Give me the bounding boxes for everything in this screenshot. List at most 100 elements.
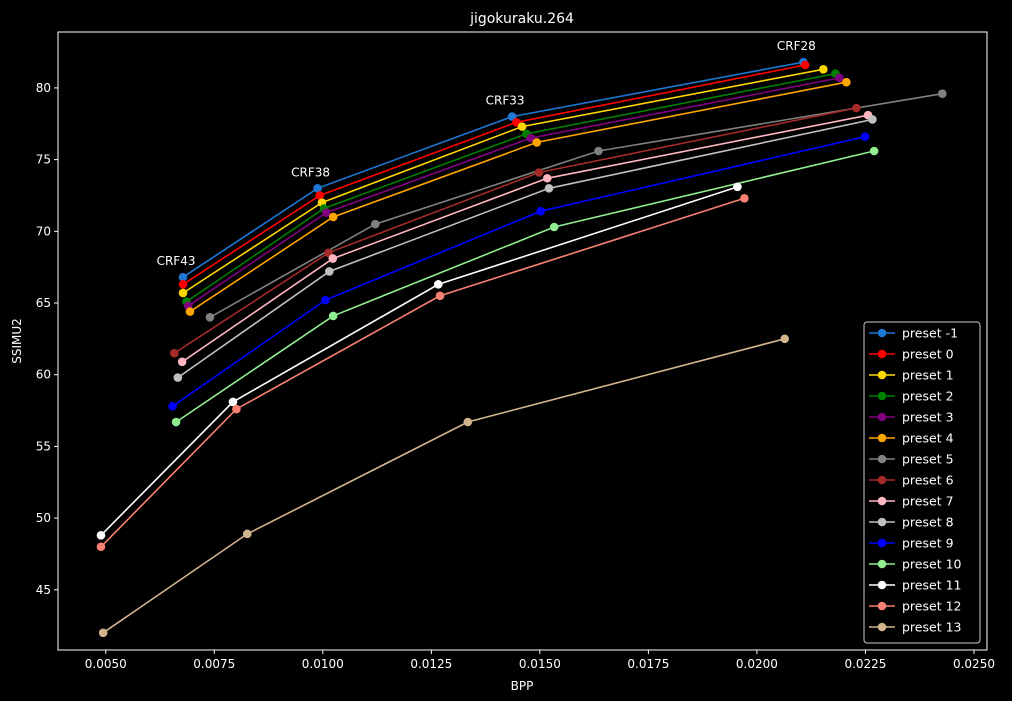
series-point <box>170 348 179 358</box>
series-line <box>187 77 840 307</box>
legend-label: preset 5 <box>902 452 954 467</box>
series-point <box>173 373 183 382</box>
legend-label: preset 3 <box>902 410 954 425</box>
legend-label: preset 12 <box>902 599 961 614</box>
legend-marker <box>877 475 887 485</box>
series-point <box>96 530 106 540</box>
series-point <box>96 542 106 552</box>
series-point <box>178 280 188 289</box>
series-preset10 <box>171 146 879 427</box>
legend-label: preset 4 <box>902 431 954 446</box>
y-tick-label: 60 <box>36 368 51 382</box>
legend: preset -1 preset 0 preset 1 preset 2 preset … <box>863 321 981 644</box>
series-point <box>740 194 749 203</box>
legend-entry: preset 11 <box>869 578 961 593</box>
series-point <box>549 222 559 232</box>
series-line <box>181 114 869 363</box>
x-axis-title: BPP <box>511 679 534 693</box>
legend-entry: preset 3 <box>869 410 954 425</box>
series-point <box>868 115 877 124</box>
legend-label: preset 0 <box>902 347 954 362</box>
series-point <box>869 146 879 156</box>
series-point <box>860 132 870 141</box>
legend-entry: preset 6 <box>869 473 954 488</box>
series-point <box>819 64 828 74</box>
x-tick-label: 0.0175 <box>627 657 669 671</box>
series-point <box>178 272 188 282</box>
annotations: CRF43 CRF38 CRF33 CRF28 <box>157 39 816 268</box>
x-tick-label: 0.0075 <box>193 657 235 671</box>
series-layer <box>96 57 947 638</box>
series-preset3 <box>183 73 844 311</box>
series-point <box>185 307 195 316</box>
annotation-label: CRF38 <box>291 165 330 179</box>
series-preset8 <box>173 115 877 382</box>
series-point <box>168 401 177 411</box>
series-point <box>171 417 181 427</box>
series-point <box>321 208 331 217</box>
series-preset9 <box>168 132 870 411</box>
series-preset4 <box>185 77 851 316</box>
series-point <box>536 206 546 216</box>
series-line <box>182 68 824 294</box>
y-tick-label: 50 <box>36 511 51 525</box>
series-point <box>325 267 334 276</box>
series-point <box>232 404 241 414</box>
legend-label: preset -1 <box>902 326 958 341</box>
legend-entry: preset 1 <box>869 368 954 383</box>
legend-marker <box>877 433 887 443</box>
x-tick-label: 0.0100 <box>302 657 344 671</box>
series-point <box>534 168 544 177</box>
series-point <box>780 334 790 344</box>
legend-marker <box>877 412 887 422</box>
series-point <box>542 173 552 183</box>
legend-label: preset 6 <box>902 473 954 488</box>
legend-marker <box>877 538 887 548</box>
series-point <box>328 254 338 263</box>
series-point <box>205 313 215 322</box>
series-point <box>371 219 380 229</box>
legend-marker <box>877 601 887 611</box>
series-point <box>315 191 325 200</box>
series-point <box>842 77 851 87</box>
legend-marker <box>877 496 887 506</box>
series-point <box>321 295 330 305</box>
series-line <box>172 135 866 407</box>
x-tick-label: 0.0250 <box>953 657 995 671</box>
legend-label: preset 1 <box>902 368 954 383</box>
legend-label: preset 13 <box>902 620 961 635</box>
legend-entry: preset 4 <box>869 431 954 446</box>
series-point <box>242 529 252 539</box>
series-point <box>463 417 473 427</box>
series-preset6 <box>170 103 861 358</box>
annotation-label: CRF33 <box>486 94 525 108</box>
legend-entry: preset 9 <box>869 536 954 551</box>
series-preset5 <box>205 89 947 322</box>
series-point <box>937 89 947 98</box>
legend-entry: preset 12 <box>869 599 961 614</box>
legend-entry: preset 10 <box>869 557 962 572</box>
series-point <box>98 628 108 638</box>
x-tick-label: 0.0150 <box>519 657 561 671</box>
series-point <box>178 288 188 298</box>
x-tick-label: 0.0050 <box>85 657 127 671</box>
y-axis-title: SSIMU2 <box>10 318 24 364</box>
legend-marker <box>877 517 887 527</box>
legend-label: preset 11 <box>902 578 961 593</box>
y-tick-label: 45 <box>36 583 51 597</box>
y-tick-label: 70 <box>36 224 51 238</box>
legend-marker <box>877 370 887 380</box>
legend-entry: preset 8 <box>869 515 954 530</box>
series-point <box>517 122 527 131</box>
series-preset0 <box>178 60 810 289</box>
series-point <box>526 133 536 143</box>
legend-entry: preset 5 <box>869 452 954 467</box>
series-line <box>182 61 804 278</box>
x-tick-label: 0.0200 <box>736 657 778 671</box>
legend-entry: preset -1 <box>869 326 958 341</box>
series-point <box>800 60 810 70</box>
series-point <box>594 146 603 156</box>
series-point <box>435 291 445 301</box>
y-tick-label: 55 <box>36 439 51 453</box>
legend-marker <box>877 454 887 464</box>
